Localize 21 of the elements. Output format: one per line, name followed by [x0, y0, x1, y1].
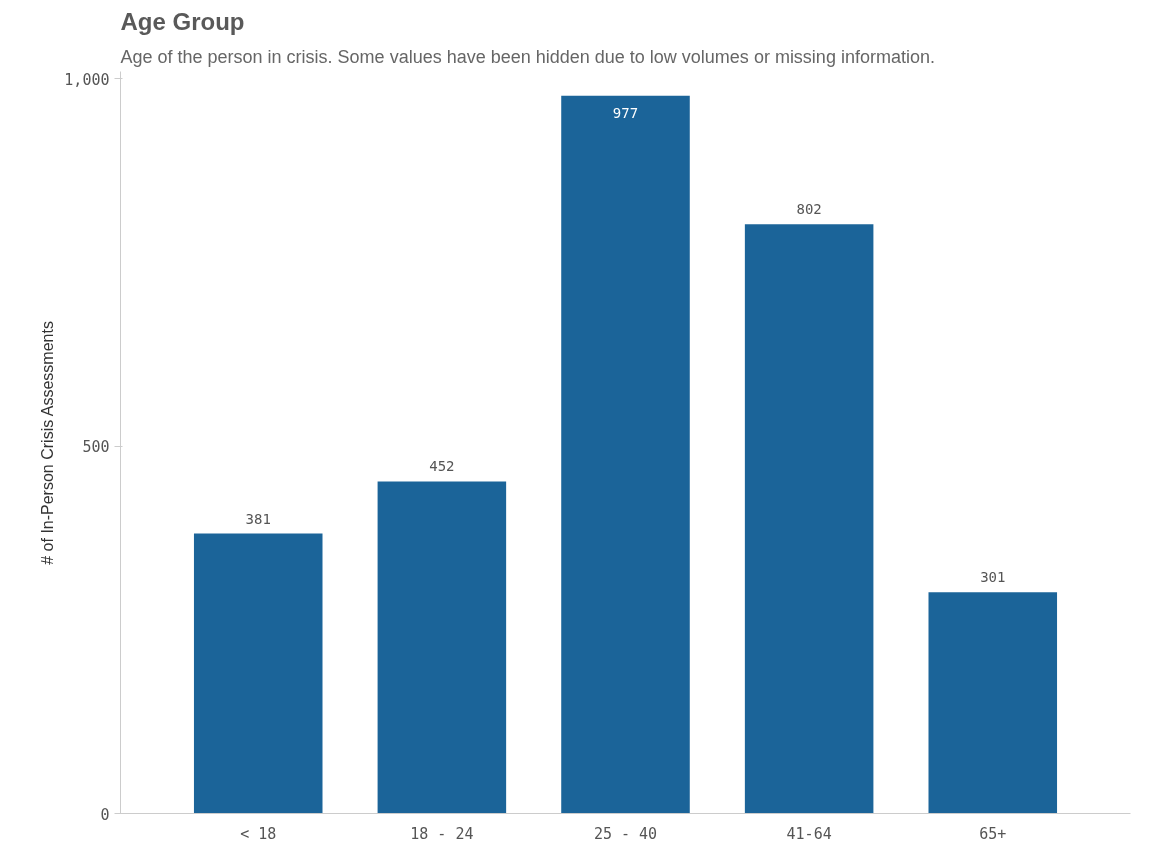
data-label: 802 — [796, 201, 822, 218]
bar — [561, 95, 690, 814]
x-tick-label: 18 - 24 — [410, 824, 474, 843]
data-label: 301 — [980, 569, 1006, 586]
data-label: 381 — [245, 510, 271, 527]
y-axis-title: # of In-Person Crisis Assessments — [39, 321, 57, 565]
bar — [744, 224, 874, 814]
data-label: 452 — [429, 458, 455, 475]
bar — [928, 592, 1058, 814]
y-tick-label: 500 — [82, 438, 110, 457]
chart-subtitle: Age of the person in crisis. Some values have been hidden due to low volumes or missing information. — [120, 46, 935, 67]
x-tick-label: < 18 — [240, 824, 277, 843]
chart-title: Age Group — [120, 7, 245, 35]
bar — [193, 533, 323, 814]
data-label: 977 — [612, 104, 639, 121]
x-tick-label: 41-64 — [786, 824, 832, 843]
y-tick-label: 0 — [100, 805, 110, 824]
x-tick-label: 65+ — [979, 824, 1007, 843]
x-tick-label: 25 - 40 — [593, 824, 658, 843]
y-tick-label: 1,000 — [64, 70, 110, 89]
bar — [377, 481, 507, 814]
